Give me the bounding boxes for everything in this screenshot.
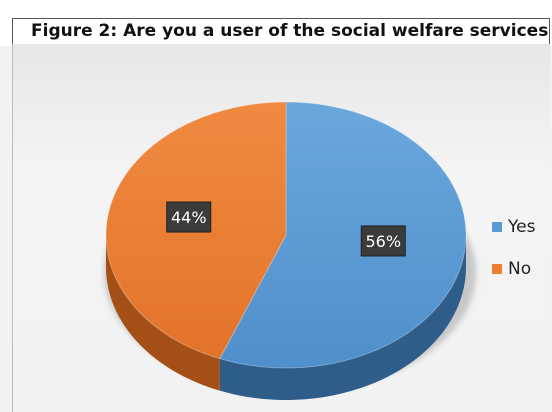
legend-label-yes: Yes (508, 217, 536, 237)
chart-title: Figure 2: Are you a user of the social w… (12, 18, 550, 44)
data-label-text-yes: 56% (365, 232, 401, 251)
legend-label-no: No (508, 259, 532, 279)
data-label-no: 44% (166, 201, 212, 233)
legend-swatch-no (492, 264, 502, 274)
data-label-box-yes (360, 225, 406, 257)
data-label-yes: 56% (360, 225, 406, 257)
legend-item-yes: Yes (492, 214, 548, 240)
pie-side-yes (219, 235, 466, 400)
data-label-box-no (166, 201, 212, 233)
legend: Yes No (492, 214, 548, 298)
pie-side-no (106, 235, 220, 391)
legend-swatch-yes (492, 222, 502, 232)
pie-slice-yes (219, 101, 467, 369)
data-label-text-no: 44% (171, 208, 207, 227)
legend-item-no: No (492, 256, 548, 282)
